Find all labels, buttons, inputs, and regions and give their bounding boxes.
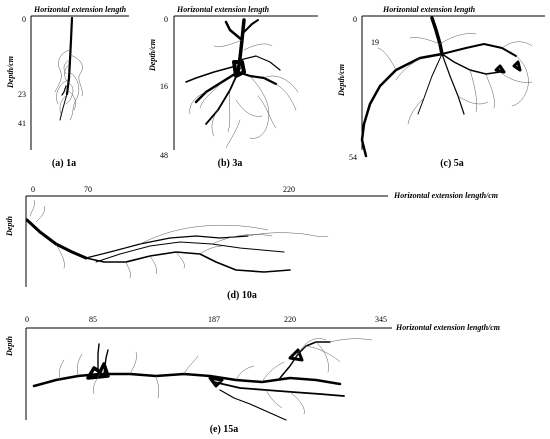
panel-a-xlabel: Horizontal extension length	[33, 5, 127, 14]
panel-b-root-drawing	[185, 18, 299, 149]
panel-d-ylabel: Depth	[5, 215, 14, 237]
panel-d-root-drawing	[25, 199, 329, 279]
panel-d: 0 70 220 Horizontal extension length/cm …	[5, 185, 498, 301]
panel-c-ytick-1: 19	[371, 38, 379, 47]
panel-d-xtick-1: 70	[84, 185, 92, 194]
panel-c: Horizontal extension length 0 19 54 Dept…	[337, 5, 545, 169]
panel-d-xtick-2: 220	[283, 185, 295, 194]
panel-a: Horizontal extension length 0 23 41 Dept…	[6, 5, 129, 169]
panel-e-root-drawing	[32, 338, 373, 421]
panel-e-xtick-0: 0	[25, 315, 29, 324]
panel-e-caption: (e) 15a	[210, 424, 239, 435]
panel-a-ylabel: Depth/cm	[6, 56, 15, 89]
panel-a-ytick-1: 23	[18, 90, 26, 99]
panel-b-xlabel: Horizontal extension length	[176, 5, 270, 14]
panel-b-ytick-0: 0	[164, 15, 168, 24]
panel-c-ytick-2: 54	[349, 153, 357, 162]
panel-a-caption: (a) 1a	[52, 158, 76, 169]
panel-d-xlabel: Horizontal extension length/cm	[393, 191, 498, 200]
panel-c-ytick-0: 0	[353, 15, 357, 24]
panel-e-xtick-3: 220	[284, 315, 296, 324]
panel-d-xtick-0: 0	[31, 185, 35, 194]
panel-c-xlabel: Horizontal extension length	[382, 5, 476, 14]
panel-a-root-drawing	[54, 16, 83, 121]
panel-c-root-drawing	[360, 16, 533, 158]
panel-e-xtick-4: 345	[375, 315, 387, 324]
panel-b-ytick-1: 16	[160, 82, 168, 91]
panel-c-ylabel: Depth/cm	[337, 64, 346, 97]
panel-e-xlabel: Horizontal extension length/cm	[395, 323, 500, 332]
panel-b-caption: (b) 3a	[218, 158, 243, 169]
panel-b-ylabel: Depth/cm	[148, 39, 157, 72]
panel-e-ylabel: Depth	[5, 335, 14, 357]
panel-d-caption: (d) 10a	[227, 290, 257, 301]
panel-e-xtick-2: 187	[208, 315, 220, 324]
panel-c-caption: (c) 5a	[440, 158, 464, 169]
panel-a-ytick-0: 0	[22, 15, 26, 24]
panel-b: Horizontal extension length 0 16 48 Dept…	[148, 5, 318, 169]
panel-e: 0 85 187 220 345 Horizontal extension le…	[5, 315, 500, 435]
panel-a-ytick-2: 41	[18, 119, 26, 128]
panel-b-ytick-2: 48	[160, 151, 168, 160]
panel-e-xtick-1: 85	[89, 315, 97, 324]
